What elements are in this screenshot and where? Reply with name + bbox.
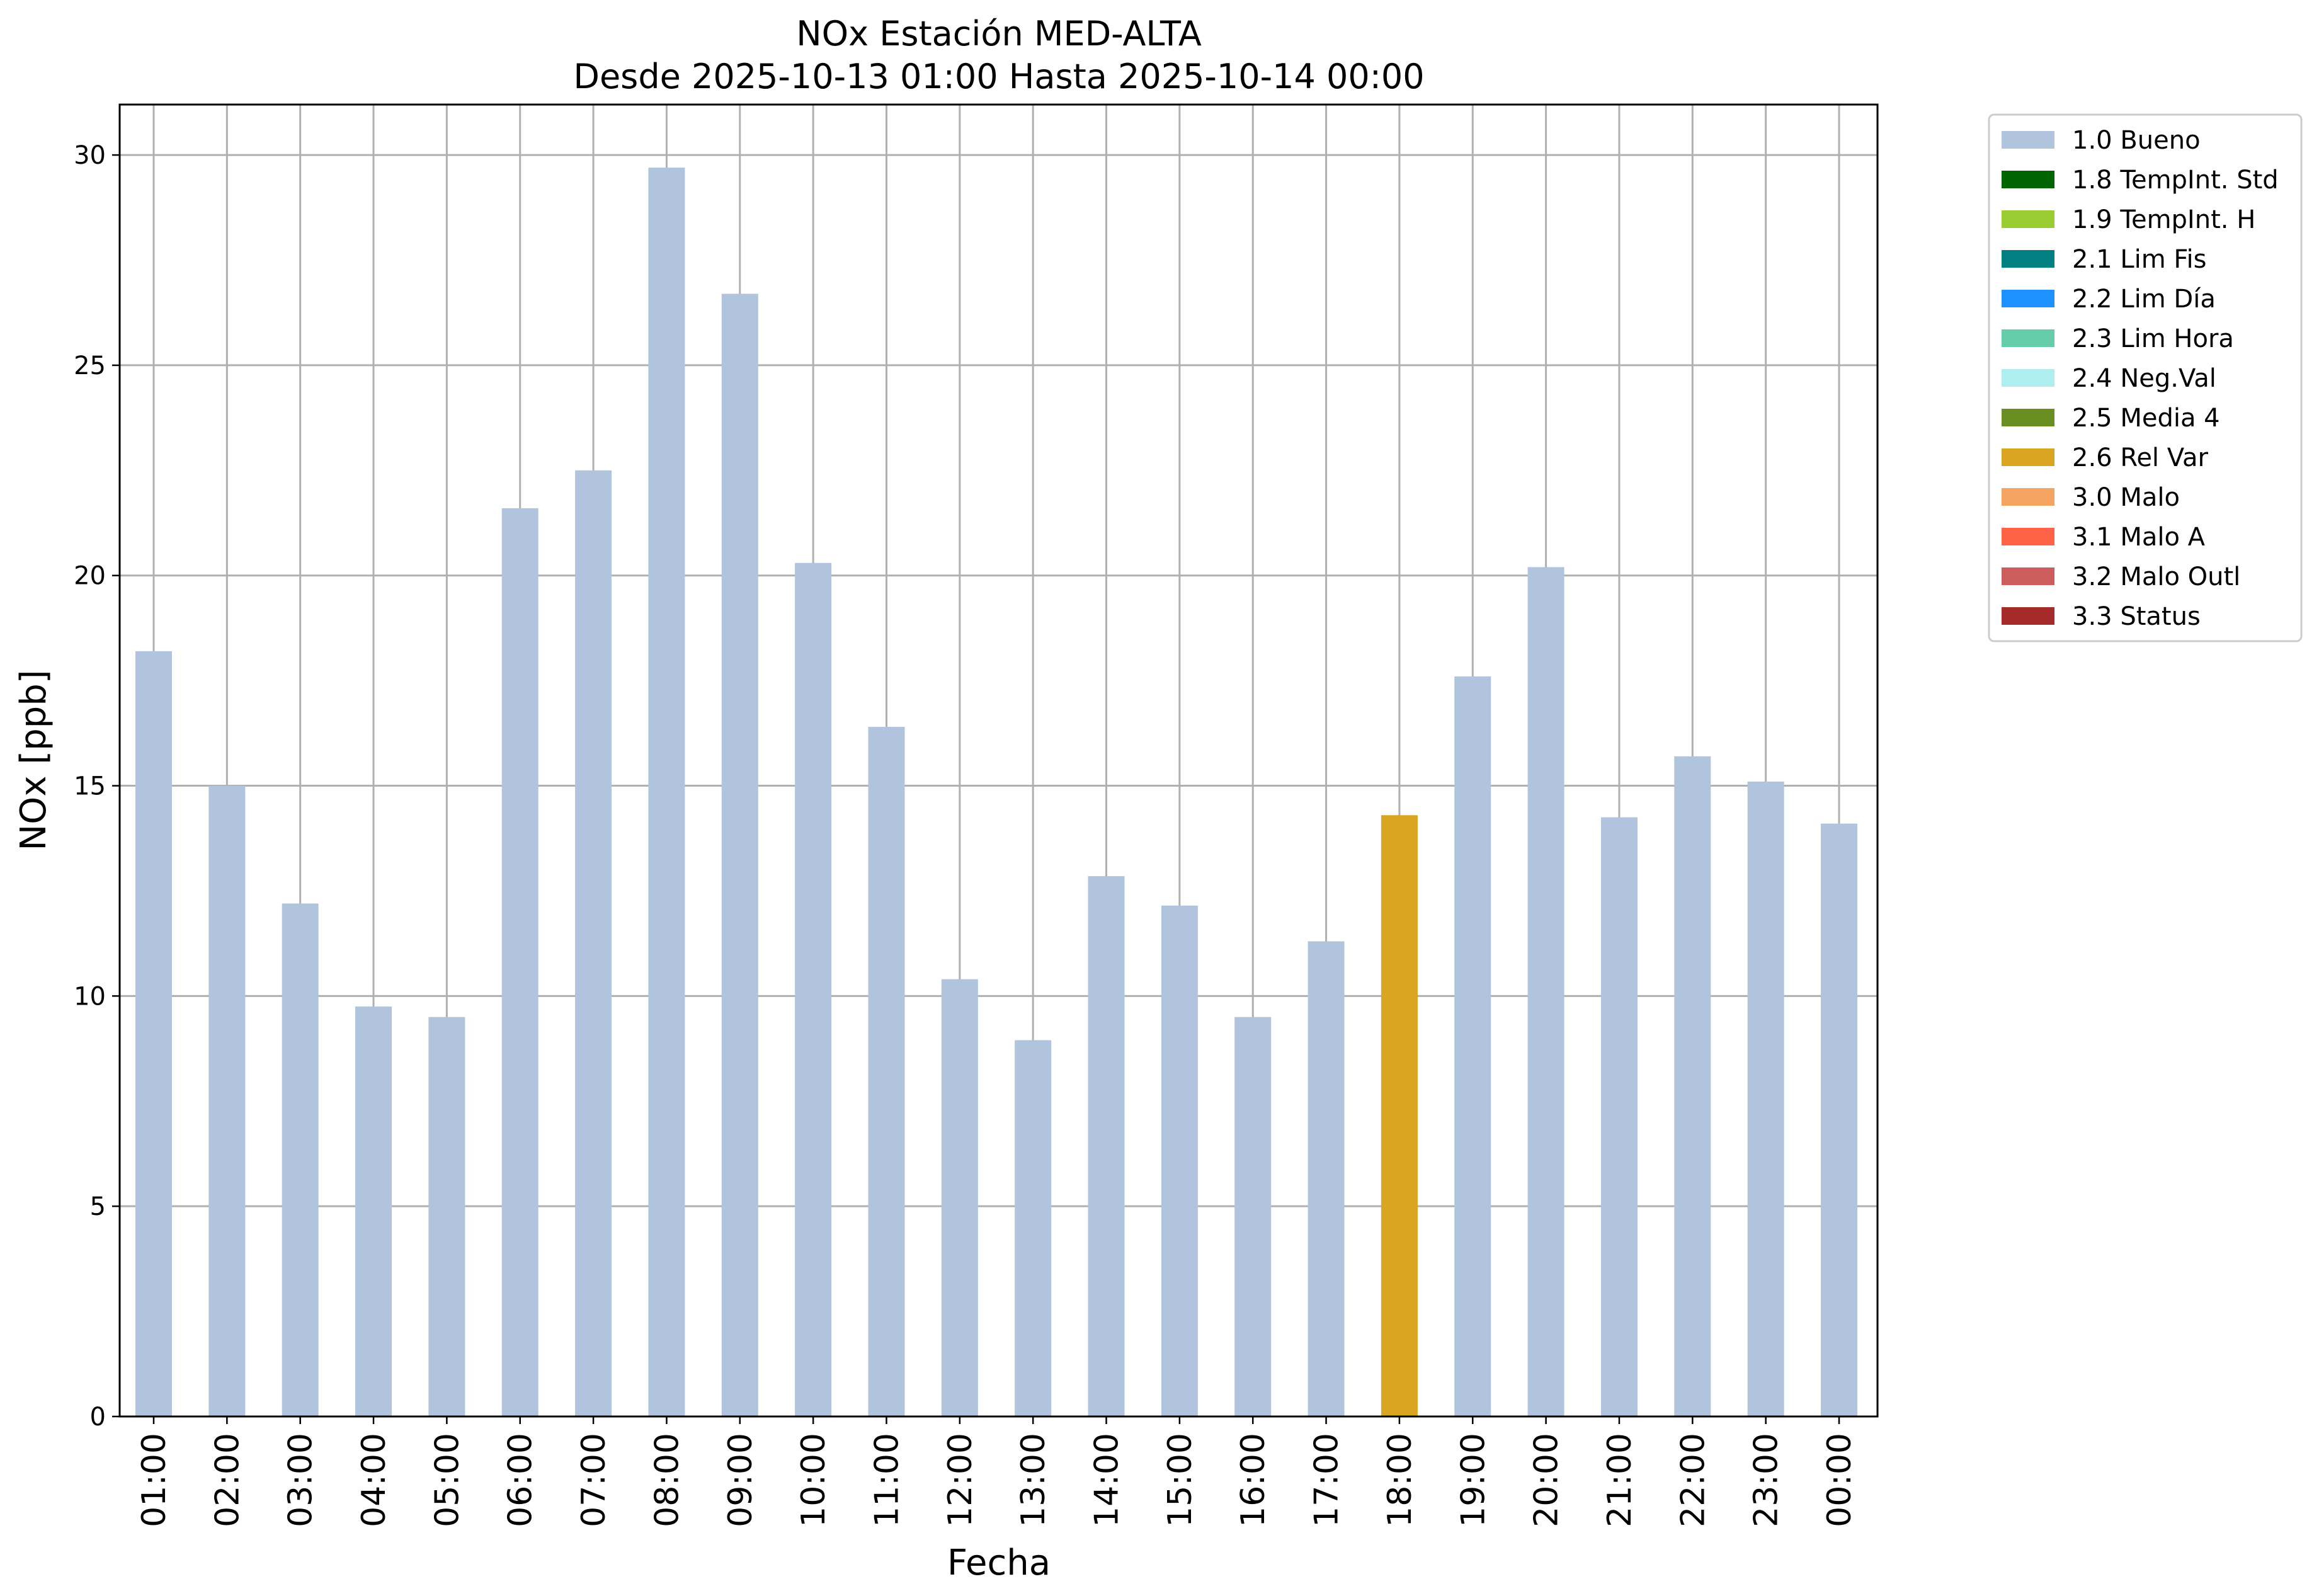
bar-0000 — [1821, 823, 1857, 1416]
bars — [135, 168, 1857, 1417]
x-tick-label: 02:00 — [208, 1433, 246, 1527]
bar-1900 — [1454, 676, 1491, 1416]
bar-1500 — [1161, 905, 1198, 1416]
x-tick-label: 15:00 — [1161, 1433, 1199, 1527]
plot-frame — [118, 103, 1879, 1418]
x-tick-label: 19:00 — [1454, 1433, 1492, 1527]
bar-1200 — [941, 979, 978, 1416]
x-axis-label: Fecha — [947, 1542, 1051, 1583]
y-axis-label: NOx [ppb] — [13, 670, 54, 850]
x-tick-label: 12:00 — [942, 1433, 979, 1527]
legend-swatch — [2002, 369, 2054, 387]
legend-entry: 3.2 Malo Outl — [2072, 562, 2240, 591]
y-tick-label: 30 — [74, 141, 106, 170]
bar-2000 — [1527, 567, 1564, 1416]
y-tick-label: 10 — [74, 982, 106, 1011]
legend-entry: 1.9 TempInt. H — [2072, 205, 2255, 234]
x-axis-ticks: 01:00 02:00 03:00 04:00 05:00 06:00 07:00 08:00… — [135, 1416, 1859, 1527]
legend-entry: 2.1 Lim Fis — [2072, 245, 2206, 274]
x-tick-label: 20:00 — [1528, 1433, 1566, 1527]
bar-2300 — [1747, 781, 1784, 1416]
bar-1600 — [1234, 1017, 1272, 1416]
legend-box — [1988, 113, 2303, 642]
chart-title: NOx Estación MED-ALTA — [796, 14, 1202, 54]
legend-swatch — [2002, 290, 2054, 307]
x-tick-label: 08:00 — [648, 1433, 686, 1527]
legend-entry: 1.8 TempInt. Std — [2072, 166, 2279, 195]
x-tick-label: 09:00 — [722, 1433, 760, 1527]
legend-entry: 2.4 Neg.Val — [2072, 364, 2216, 393]
x-tick-label: 14:00 — [1088, 1433, 1126, 1527]
x-tick-label: 01:00 — [135, 1433, 173, 1527]
bar-1000 — [795, 562, 832, 1416]
legend-swatch — [2002, 171, 2054, 188]
y-tick-label: 5 — [90, 1192, 106, 1221]
bar-0500 — [428, 1017, 465, 1416]
legend-entry: 3.0 Malo — [2072, 483, 2180, 512]
chart-subtitle: Desde 2025-10-13 01:00 Hasta 2025-10-14 … — [573, 57, 1424, 96]
x-tick-label: 17:00 — [1308, 1433, 1346, 1527]
legend-entry: 2.2 Lim Día — [2072, 285, 2216, 314]
legend-swatch — [2002, 409, 2054, 426]
y-axis-ticks: 0 5 10 15 20 25 30 — [74, 141, 120, 1432]
x-tick-label: 07:00 — [575, 1433, 613, 1527]
legend-entry: 2.3 Lim Hora — [2072, 324, 2234, 353]
x-tick-label: 06:00 — [502, 1433, 540, 1527]
legend-swatch — [2002, 528, 2054, 545]
y-tick-label: 20 — [74, 562, 106, 591]
legend-entry: 1.0 Bueno — [2072, 126, 2201, 155]
x-tick-label: 13:00 — [1015, 1433, 1052, 1527]
x-tick-label: 03:00 — [282, 1433, 320, 1527]
legend-entry: 3.3 Status — [2072, 602, 2201, 631]
legend-entry: 3.1 Malo A — [2072, 523, 2206, 552]
x-tick-label: 23:00 — [1748, 1433, 1786, 1527]
legend-swatch — [2002, 607, 2054, 625]
legend-swatch — [2002, 567, 2054, 585]
bar-0800 — [648, 168, 685, 1416]
bar-1800 — [1381, 815, 1418, 1416]
legend: 1.0 Bueno 1.8 TempInt. Std 1.9 TempInt. H 2… — [1988, 113, 2303, 642]
legend-swatch — [2002, 250, 2054, 268]
x-tick-label: 21:00 — [1601, 1433, 1639, 1527]
bar-0700 — [575, 470, 612, 1416]
bar-1100 — [868, 727, 905, 1416]
legend-swatch — [2002, 448, 2054, 466]
x-tick-label: 22:00 — [1674, 1433, 1712, 1527]
bar-0900 — [721, 294, 758, 1417]
legend-swatch — [2002, 329, 2054, 347]
x-tick-label: 04:00 — [355, 1433, 393, 1527]
bar-0200 — [208, 785, 246, 1416]
bar-1400 — [1088, 876, 1125, 1416]
bar-2200 — [1674, 756, 1711, 1416]
legend-entry: 2.6 Rel Var — [2072, 443, 2209, 472]
x-tick-label: 16:00 — [1234, 1433, 1272, 1527]
bar-1300 — [1015, 1040, 1052, 1416]
legend-swatch — [2002, 131, 2054, 149]
x-tick-label: 18:00 — [1381, 1433, 1419, 1527]
x-tick-label: 11:00 — [868, 1433, 906, 1527]
legend-swatch — [2002, 488, 2054, 506]
bar-0300 — [282, 903, 319, 1416]
legend-swatch — [2002, 210, 2054, 228]
y-tick-label: 15 — [74, 772, 106, 801]
bar-0100 — [135, 651, 172, 1416]
bar-1700 — [1308, 941, 1345, 1416]
x-tick-label: 00:00 — [1821, 1433, 1859, 1527]
x-tick-label: 10:00 — [795, 1433, 833, 1527]
x-tick-label: 05:00 — [428, 1433, 466, 1527]
bar-0400 — [355, 1006, 392, 1416]
y-tick-label: 25 — [74, 351, 106, 380]
y-tick-label: 0 — [90, 1403, 106, 1432]
bar-2100 — [1600, 817, 1638, 1416]
legend-entry: 2.5 Media 4 — [2072, 404, 2220, 433]
bar-0600 — [501, 508, 538, 1416]
